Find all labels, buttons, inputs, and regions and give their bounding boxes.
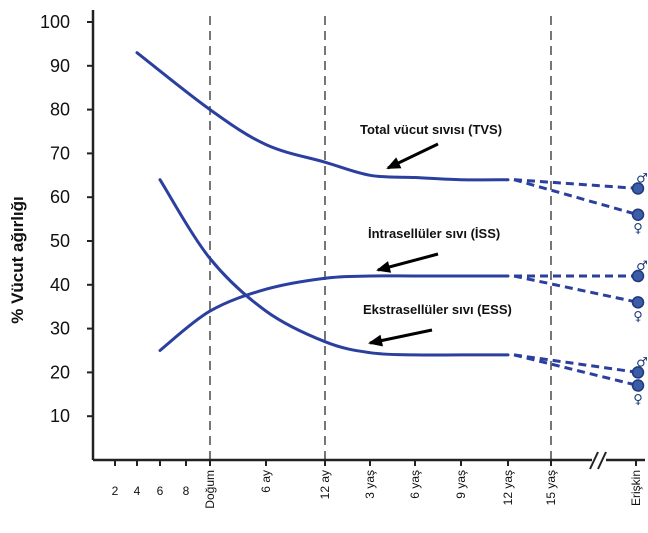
arrow-head-icon xyxy=(376,261,392,273)
annotation-label: Total vücut sıvısı (TVS) xyxy=(360,122,502,137)
adult-point-female xyxy=(631,379,645,392)
series-total-vucut-sivisi-tvs: ♂♀ xyxy=(135,51,648,237)
adult-dashed-line-female xyxy=(513,274,639,304)
adult-point-male xyxy=(631,366,645,379)
y-tick-label: 10 xyxy=(50,406,70,426)
y-tick-label: 100 xyxy=(40,12,70,32)
x-tick-label: Erişkin xyxy=(629,470,643,506)
x-tick-label: 6 xyxy=(157,484,164,498)
y-ticks: 10 20 30 40 50 60 70 80 90 100 xyxy=(40,12,93,426)
adult-dashed-line-male xyxy=(513,178,639,190)
series-line xyxy=(158,274,510,352)
adult-dashed-line-female xyxy=(513,178,639,217)
x-tick-label: 3 yaş xyxy=(363,470,377,499)
adult-dashed-line-female xyxy=(513,353,639,387)
annotation-total-vucut-sivisi-tvs: Total vücut sıvısı (TVS) xyxy=(360,122,502,170)
arrow-head-icon xyxy=(386,157,402,169)
series-intraselluler-sivi-iss: ♂♀ xyxy=(158,259,648,352)
series-line xyxy=(158,178,510,357)
series-ekstraselluler-sivi-ess: ♂♀ xyxy=(158,178,648,408)
axis-break-stroke xyxy=(597,451,607,470)
x-tick-label: 9 yaş xyxy=(454,470,468,499)
x-tick-label: 12 yaş xyxy=(501,470,515,505)
y-tick-label: 60 xyxy=(50,187,70,207)
y-tick-label: 80 xyxy=(50,100,70,120)
y-tick-label: 20 xyxy=(50,362,70,382)
female-symbol-icon: ♀ xyxy=(633,222,643,237)
x-ticks: 2 4 6 8 Doğum 6 ay 12 ay 3 yaş 6 yaş 9 yaş 12 yaş 1… xyxy=(112,460,643,509)
adult-point-male xyxy=(631,182,645,195)
male-symbol-icon: ♂ xyxy=(636,355,648,370)
y-tick-label: 30 xyxy=(50,319,70,339)
x-tick-label: 15 yaş xyxy=(544,470,558,505)
adult-point-female xyxy=(631,296,645,309)
y-tick-label: 70 xyxy=(50,143,70,163)
x-tick-label: 6 ay xyxy=(259,470,273,493)
y-tick-label: 90 xyxy=(50,56,70,76)
series-layer: ♂♀♂♀♂♀ xyxy=(135,51,648,408)
male-symbol-icon: ♂ xyxy=(636,259,648,274)
male-symbol-icon: ♂ xyxy=(636,171,648,186)
y-axis-label: % Vücut ağırlığı xyxy=(8,196,27,324)
annotation-label: Ekstrasellüler sıvı (ESS) xyxy=(363,302,512,317)
y-tick-label: 40 xyxy=(50,275,70,295)
x-tick-label: 4 xyxy=(134,484,141,498)
annotation-ekstraselluler-sivi-ess: Ekstrasellüler sıvı (ESS) xyxy=(363,302,512,347)
x-tick-label: 8 xyxy=(183,484,190,498)
x-tick-label: 6 yaş xyxy=(408,470,422,499)
x-tick-label: 12 ay xyxy=(318,470,332,499)
axis-break-stroke xyxy=(589,451,599,470)
arrow-head-icon xyxy=(368,334,383,347)
annotation-intraselluler-sivi-iss: İntrasellüler sıvı (İSS) xyxy=(368,226,500,273)
female-symbol-icon: ♀ xyxy=(633,393,643,408)
adult-point-male xyxy=(631,269,645,283)
annotation-layer: Total vücut sıvısı (TVS) İntrasellüler sı… xyxy=(360,122,512,347)
adult-dashed-line-male xyxy=(513,353,639,374)
adult-point-female xyxy=(631,208,645,221)
series-line xyxy=(135,51,510,182)
y-tick-label: 50 xyxy=(50,231,70,251)
x-tick-label: 2 xyxy=(112,484,119,498)
female-symbol-icon: ♀ xyxy=(633,309,643,324)
x-tick-label: Doğum xyxy=(203,470,217,509)
axis-break-mark xyxy=(589,451,607,470)
annotation-label: İntrasellüler sıvı (İSS) xyxy=(368,226,500,241)
